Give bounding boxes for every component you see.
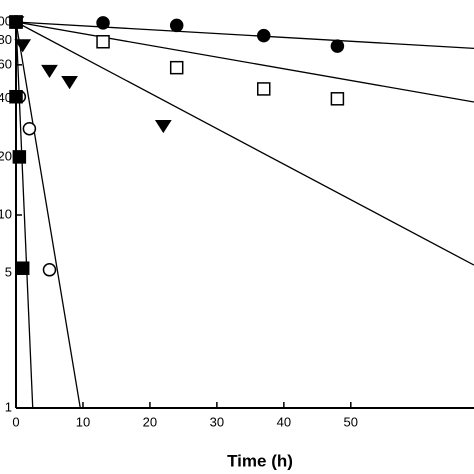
marker — [9, 15, 23, 29]
marker — [169, 60, 184, 75]
y-tick-label: 20 — [0, 148, 12, 163]
marker — [256, 28, 271, 43]
y-tick-label: 80 — [0, 32, 12, 47]
marker — [256, 82, 271, 96]
marker — [330, 92, 345, 106]
marker — [61, 76, 78, 90]
x-tick-label: 10 — [76, 414, 90, 429]
marker — [42, 263, 57, 277]
marker — [22, 121, 37, 136]
x-tick-label: 40 — [277, 414, 291, 429]
fit-line — [15, 21, 474, 103]
marker — [330, 39, 345, 53]
y-tick-label: 10 — [0, 206, 12, 221]
marker — [15, 261, 30, 275]
fit-line — [15, 21, 474, 50]
y-tick-label: 60 — [0, 56, 12, 71]
x-tick-label: 50 — [344, 414, 358, 429]
marker — [169, 18, 184, 33]
marker — [41, 64, 58, 78]
marker — [96, 35, 110, 49]
marker — [96, 16, 110, 30]
x-tick-label: 30 — [210, 414, 224, 429]
x-tick-label: 20 — [143, 414, 157, 429]
marker — [154, 120, 172, 134]
x-axis-label: Time (h) — [227, 451, 293, 470]
y-tick-label: 5 — [5, 265, 12, 280]
fit-line — [15, 21, 474, 266]
y-tick-label: 40 — [0, 90, 12, 105]
fit-line — [15, 21, 81, 409]
x-tick-label: 0 — [12, 414, 19, 429]
marker — [12, 150, 27, 164]
marker — [9, 89, 23, 104]
fit-line — [15, 21, 34, 409]
y-tick-label: 1 — [5, 399, 12, 414]
